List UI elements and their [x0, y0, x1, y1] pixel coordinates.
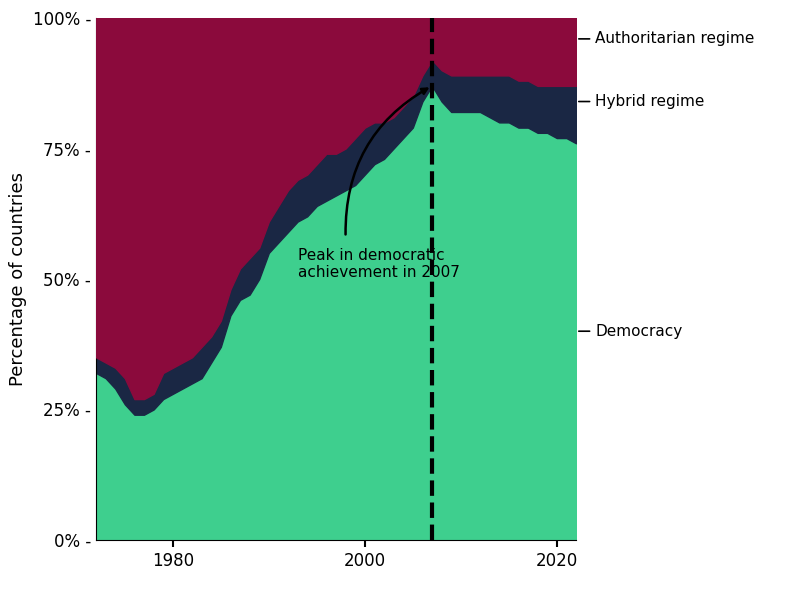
Text: Authoritarian regime: Authoritarian regime	[578, 31, 754, 46]
Text: Democracy: Democracy	[578, 324, 682, 338]
Y-axis label: Percentage of countries: Percentage of countries	[10, 172, 27, 386]
Text: Hybrid regime: Hybrid regime	[578, 94, 705, 109]
Text: Peak in democratic
achievement in 2007: Peak in democratic achievement in 2007	[298, 248, 459, 280]
